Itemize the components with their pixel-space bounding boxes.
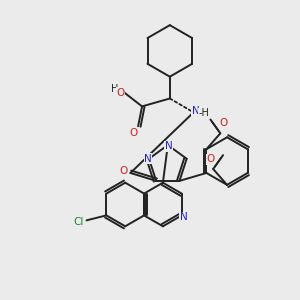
Text: O: O bbox=[206, 154, 214, 164]
Text: -H: -H bbox=[198, 108, 209, 118]
Text: O: O bbox=[219, 118, 227, 128]
Text: N: N bbox=[180, 212, 188, 222]
Text: N: N bbox=[165, 141, 173, 151]
Text: N: N bbox=[192, 106, 200, 116]
Text: Cl: Cl bbox=[74, 217, 84, 227]
Text: N: N bbox=[144, 154, 152, 164]
Text: O: O bbox=[119, 166, 128, 176]
Text: H: H bbox=[111, 84, 118, 94]
Text: O: O bbox=[116, 88, 124, 98]
Text: O: O bbox=[129, 128, 137, 138]
